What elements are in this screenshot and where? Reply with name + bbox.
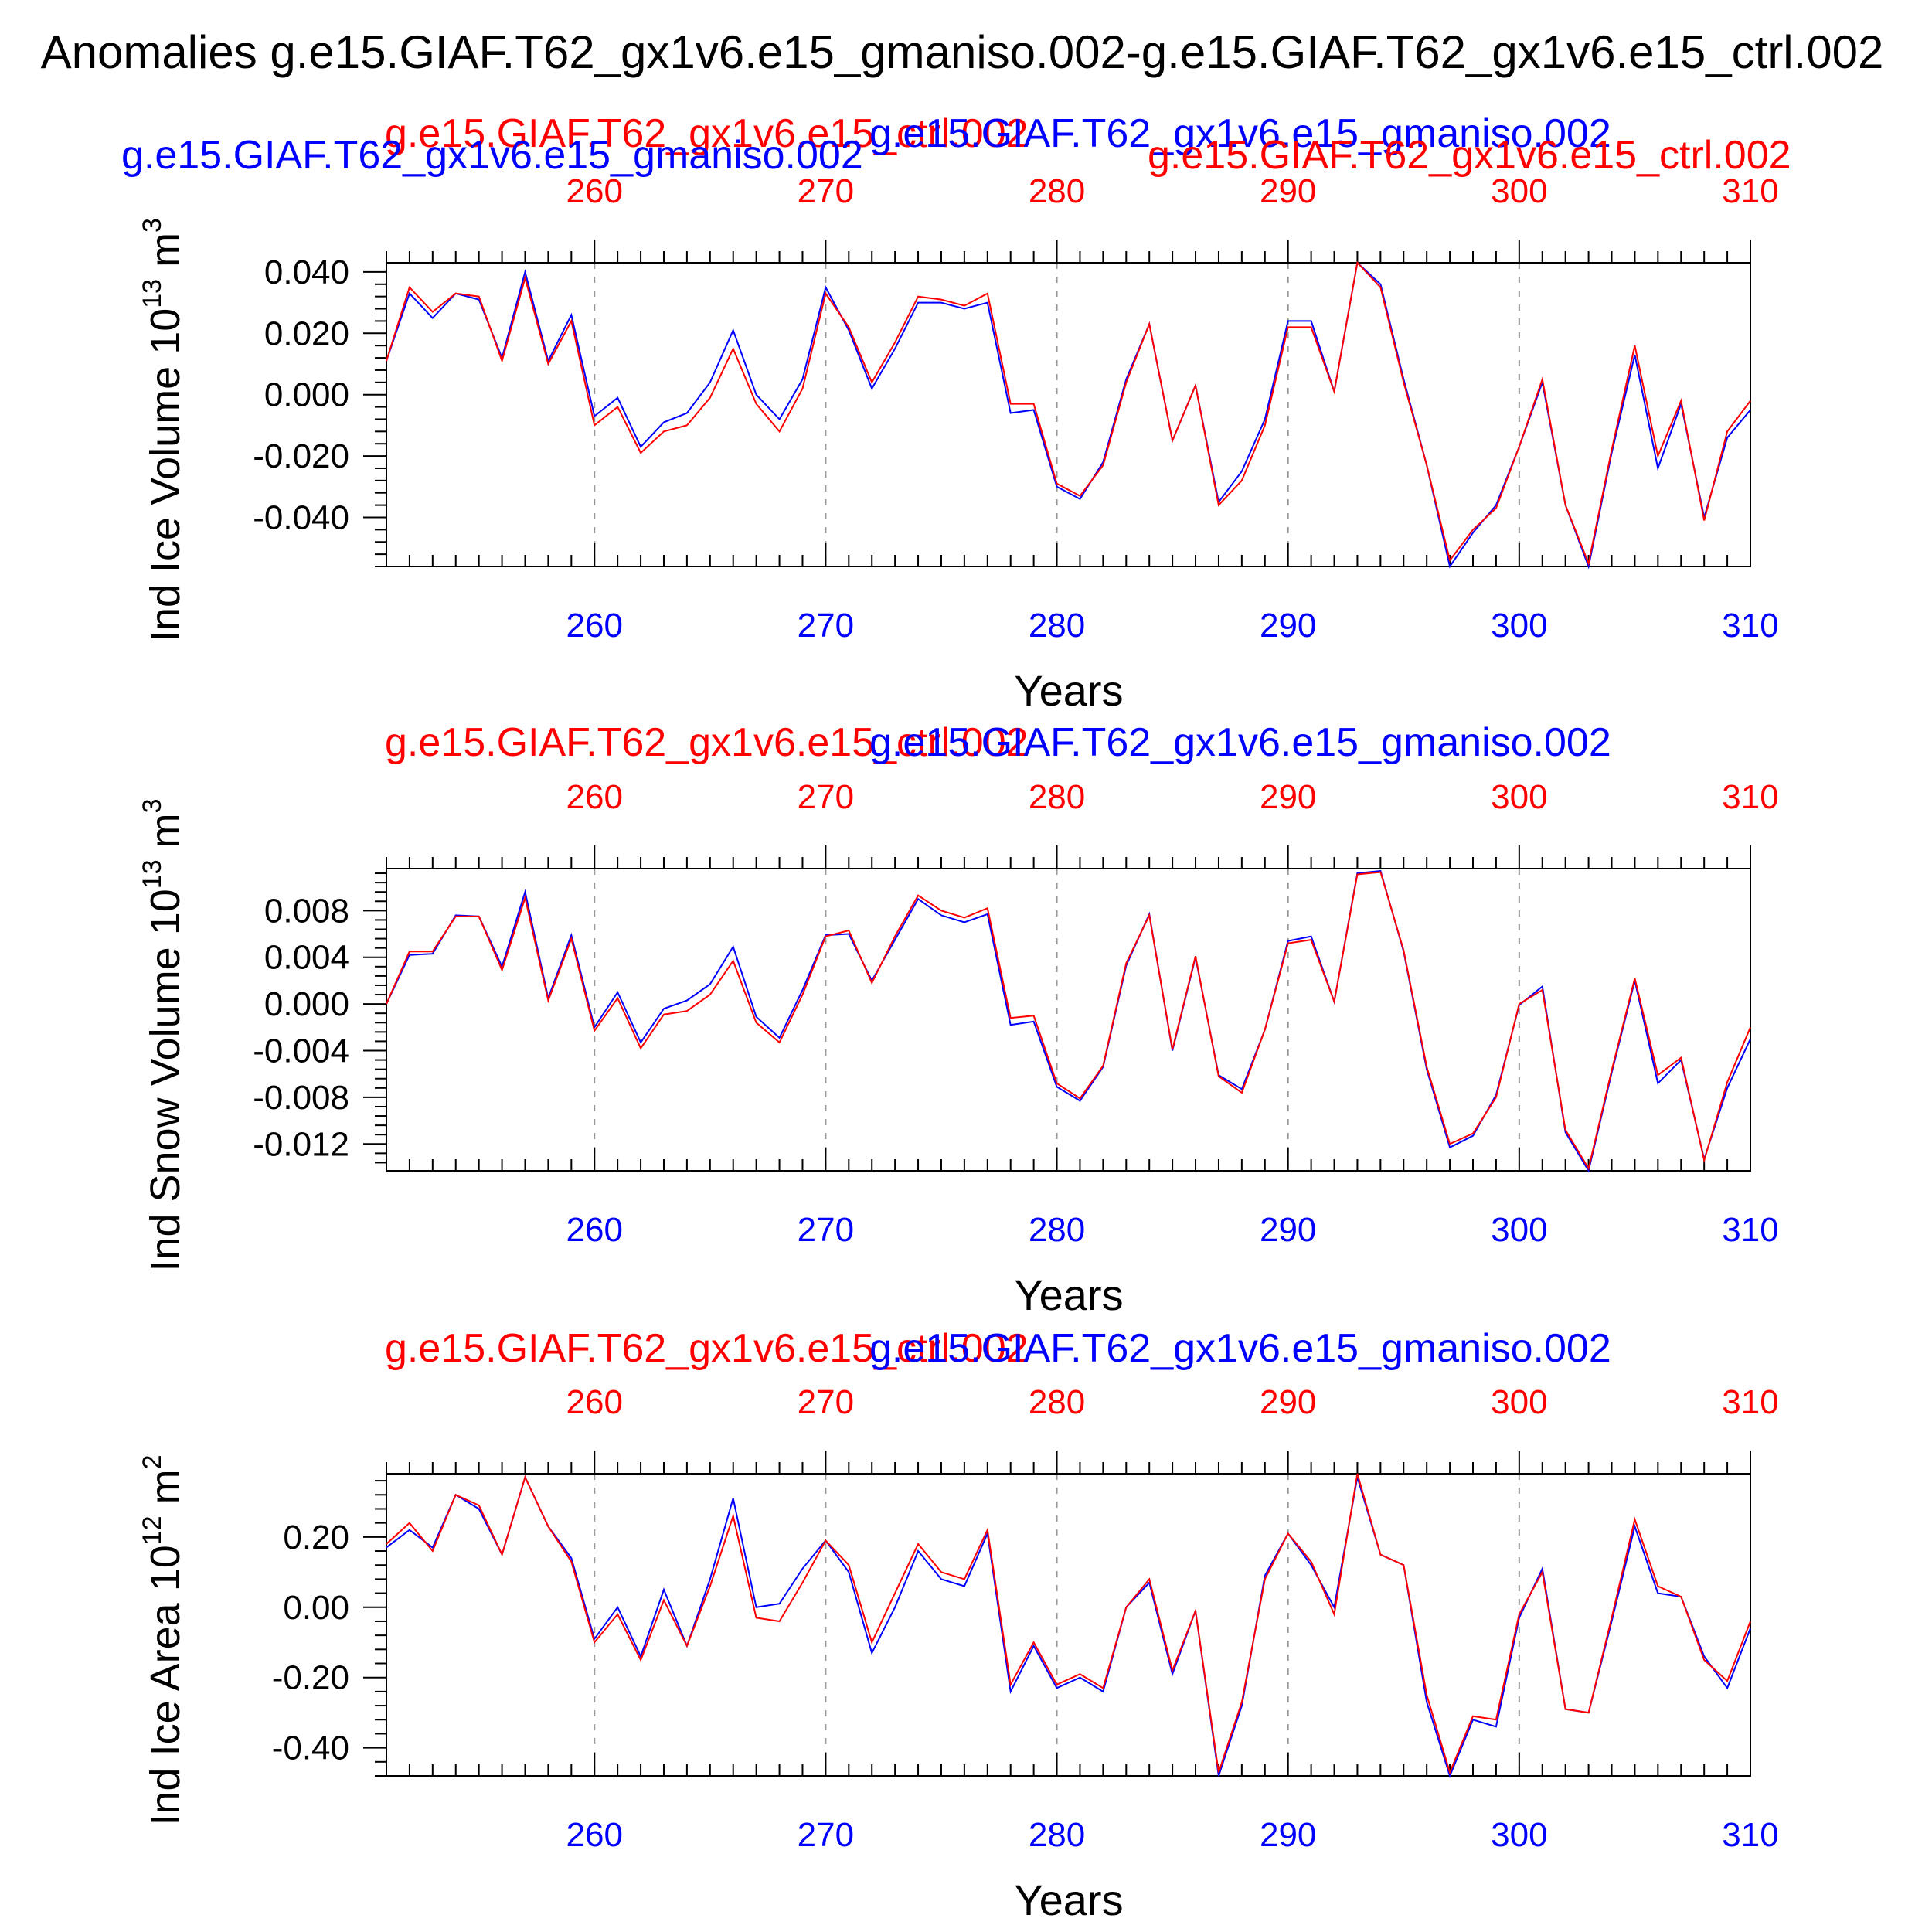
x-tick-label: 260 [566, 1816, 623, 1854]
x-tick-label-top: 290 [1260, 172, 1316, 210]
panel-top-title: g.e15.GIAF.T62_gx1v6.e15_ctrl.002 [1148, 133, 1791, 178]
panel-top-title: g.e15.GIAF.T62_gx1v6.e15_gmaniso.002 [121, 133, 863, 178]
y-tick-label: 0.020 [264, 315, 349, 352]
x-tick-label-top: 280 [1029, 172, 1085, 210]
series-red-line [386, 871, 1751, 1171]
x-tick-label: 290 [1260, 607, 1316, 645]
x-tick-label-top: 260 [566, 778, 623, 816]
y-tick-label: 0.000 [264, 376, 349, 414]
y-tick-label: 0.004 [264, 939, 349, 977]
y-tick-label: 0.20 [283, 1519, 349, 1556]
x-tick-label: 270 [798, 607, 854, 645]
x-axis-label: Years [1014, 1876, 1123, 1924]
series-blue-line [386, 1475, 1751, 1778]
x-tick-label: 310 [1722, 1816, 1778, 1854]
y-tick-label: -0.20 [272, 1659, 349, 1697]
plot-frame [386, 262, 1751, 567]
y-tick-label: -0.008 [253, 1079, 349, 1117]
x-axis-label: Years [1014, 1270, 1123, 1319]
x-tick-label-top: 280 [1029, 1383, 1085, 1421]
x-tick-label-top: 310 [1722, 172, 1778, 210]
x-tick-label: 290 [1260, 1816, 1316, 1854]
y-tick-label: -0.020 [253, 437, 349, 475]
x-tick-label: 260 [566, 607, 623, 645]
figure-title: Anomalies g.e15.GIAF.T62_gx1v6.e15_gmani… [41, 26, 1884, 78]
panel-top-title: g.e15.GIAF.T62_gx1v6.e15_gmaniso.002 [869, 111, 1611, 156]
plot-frame [386, 1473, 1751, 1777]
y-tick-label: -0.040 [253, 498, 349, 536]
x-tick-label-top: 300 [1491, 172, 1547, 210]
x-tick-label: 290 [1260, 1211, 1316, 1249]
y-axis-label: Ind Snow Volume 1013 m3 [138, 798, 189, 1271]
y-axis-label: Ind Ice Area 1012 m2 [138, 1454, 189, 1825]
x-tick-label-top: 260 [566, 172, 623, 210]
x-tick-label-top: 300 [1491, 778, 1547, 816]
x-tick-label: 300 [1491, 607, 1547, 645]
x-tick-label-top: 310 [1722, 1383, 1778, 1421]
x-tick-label-top: 270 [798, 172, 854, 210]
panel-3: g.e15.GIAF.T62_gx1v6.e15_ctrl.002g.e15.G… [138, 1326, 1779, 1924]
x-tick-label-top: 290 [1260, 1383, 1316, 1421]
panel-top-title: g.e15.GIAF.T62_gx1v6.e15_gmaniso.002 [869, 720, 1611, 765]
panel-top-title: g.e15.GIAF.T62_gx1v6.e15_gmaniso.002 [869, 1326, 1611, 1371]
y-tick-label: 0.000 [264, 985, 349, 1023]
x-tick-label-top: 290 [1260, 778, 1316, 816]
panel-top-title: g.e15.GIAF.T62_gx1v6.e15_ctrl.002 [385, 1326, 1029, 1371]
x-tick-label: 260 [566, 1211, 623, 1249]
y-tick-label: 0.008 [264, 892, 349, 930]
series-blue-line [386, 261, 1751, 570]
x-tick-label: 310 [1722, 607, 1778, 645]
y-tick-label: -0.004 [253, 1032, 349, 1070]
x-tick-label-top: 300 [1491, 1383, 1547, 1421]
series-red-line [386, 1473, 1751, 1775]
x-tick-label: 280 [1029, 607, 1085, 645]
x-tick-label: 280 [1029, 1211, 1085, 1249]
x-tick-label-top: 270 [798, 778, 854, 816]
series-red-line [386, 260, 1751, 566]
x-tick-label-top: 260 [566, 1383, 623, 1421]
y-tick-label: 0.040 [264, 253, 349, 291]
y-tick-label: 0.00 [283, 1589, 349, 1627]
y-tick-label: -0.012 [253, 1125, 349, 1163]
series-blue-line [386, 869, 1751, 1173]
panel-top-title: g.e15.GIAF.T62_gx1v6.e15_ctrl.002 [385, 720, 1029, 765]
x-tick-label: 310 [1722, 1211, 1778, 1249]
x-tick-label: 270 [798, 1816, 854, 1854]
x-tick-label: 300 [1491, 1211, 1547, 1249]
panel-1: g.e15.GIAF.T62_gx1v6.e15_ctrl.002g.e15.G… [121, 111, 1791, 715]
x-tick-label: 280 [1029, 1816, 1085, 1854]
panel-top-title: g.e15.GIAF.T62_gx1v6.e15_ctrl.002 [385, 111, 1029, 156]
panel-2: g.e15.GIAF.T62_gx1v6.e15_ctrl.002g.e15.G… [138, 720, 1779, 1319]
x-tick-label: 300 [1491, 1816, 1547, 1854]
x-tick-label-top: 310 [1722, 778, 1778, 816]
y-axis-label: Ind Ice Volume 1013 m3 [138, 218, 189, 642]
x-tick-label-top: 270 [798, 1383, 854, 1421]
plot-frame [386, 868, 1751, 1172]
y-tick-label: -0.40 [272, 1730, 349, 1767]
x-axis-label: Years [1014, 666, 1123, 715]
x-tick-label-top: 280 [1029, 778, 1085, 816]
x-tick-label: 270 [798, 1211, 854, 1249]
